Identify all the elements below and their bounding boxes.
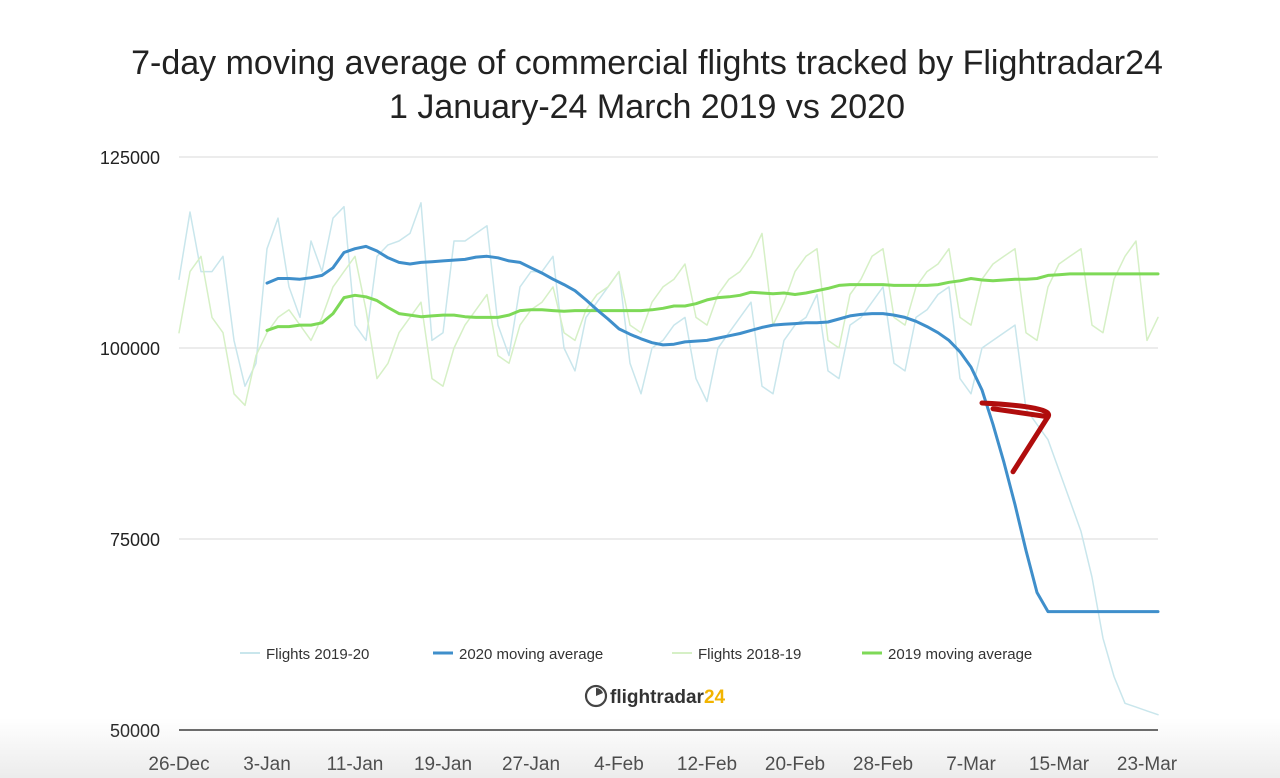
legend-item: Flights 2019-20 — [240, 646, 369, 663]
legend-label: 2020 moving average — [459, 646, 603, 663]
y-tick-label: 100000 — [100, 339, 160, 359]
x-tick-label: 26-Dec — [148, 754, 209, 775]
x-tick-label: 28-Feb — [853, 754, 913, 775]
radar-sweep-icon — [596, 688, 603, 696]
series-line-flights-2019-20 — [178, 202, 1159, 716]
brand-name: flightradar24 — [610, 687, 726, 708]
x-tick-label: 20-Feb — [765, 754, 825, 775]
legend-item: Flights 2018-19 — [672, 646, 801, 663]
y-tick-label: 75000 — [110, 530, 160, 550]
x-tick-label: 12-Feb — [677, 754, 737, 775]
x-tick-label: 27-Jan — [502, 754, 560, 775]
legend: Flights 2019-20 2020 moving average Flight… — [240, 646, 1032, 663]
legend-item: 2020 moving average — [433, 646, 603, 663]
series-line-flights-2018-19 — [178, 232, 1159, 407]
annotation-layer — [979, 400, 1052, 475]
x-tick-label: 11-Jan — [327, 754, 384, 775]
grid-lines — [179, 156, 1158, 731]
flightradar24-logo: flightradar24 — [584, 684, 726, 708]
legend-item: 2019 moving average — [862, 646, 1032, 663]
legend-label: 2019 moving average — [888, 646, 1032, 663]
legend-label: Flights 2019-20 — [266, 646, 369, 663]
series-line-2019-moving-average — [265, 272, 1160, 332]
x-tick-label: 4-Feb — [594, 754, 644, 775]
brand-number: 24 — [704, 687, 726, 708]
radar-icon — [584, 684, 608, 708]
chart-subtitle: 1 January-24 March 2019 vs 2020 — [389, 88, 905, 126]
x-axis-ticks: 26-Dec 3-Jan 11-Jan 19-Jan 27-Jan 4-Feb 12-Feb… — [148, 754, 1177, 775]
annotation-arrowhead — [990, 406, 1051, 475]
legend-label: Flights 2018-19 — [698, 646, 801, 663]
y-tick-label: 125000 — [100, 148, 160, 168]
x-tick-label: 15-Mar — [1029, 754, 1090, 775]
x-tick-label: 7-Mar — [946, 754, 996, 775]
x-tick-label: 19-Jan — [414, 754, 472, 775]
x-tick-label: 3-Jan — [243, 754, 291, 775]
chart-title: 7-day moving average of commercial fligh… — [131, 44, 1163, 82]
y-axis-ticks: 50000 75000 100000 125000 — [100, 148, 160, 741]
y-tick-label: 50000 — [110, 721, 160, 741]
x-tick-label: 23-Mar — [1117, 754, 1178, 775]
series-line-2020-moving-average — [265, 244, 1160, 614]
series-lines — [178, 202, 1160, 716]
